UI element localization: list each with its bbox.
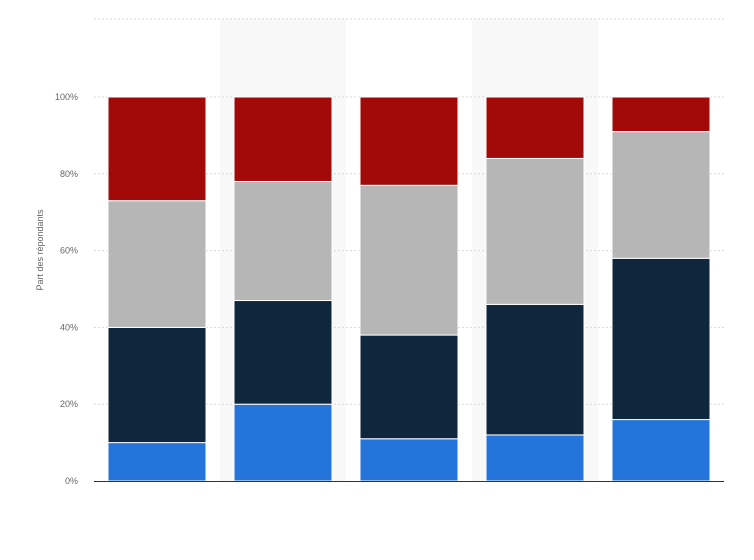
bars <box>107 96 711 482</box>
bar-segment[interactable] <box>107 326 207 444</box>
y-tick-labels: 0% 20% 40% 60% 80% 100% <box>55 92 78 486</box>
bar-segment[interactable] <box>359 334 459 440</box>
y-tick-label: 0% <box>65 476 78 486</box>
bar-segment[interactable] <box>233 403 333 482</box>
bar-segment[interactable] <box>233 300 333 405</box>
bar-segment[interactable] <box>485 157 585 305</box>
bar-segment[interactable] <box>485 303 585 436</box>
bar-segment[interactable] <box>611 96 711 133</box>
bar-segment[interactable] <box>107 96 207 202</box>
bar-segment[interactable] <box>611 419 711 482</box>
bar-segment[interactable] <box>359 96 459 186</box>
bar-segment[interactable] <box>107 200 207 328</box>
y-tick-label: 40% <box>60 322 78 332</box>
bar-segment[interactable] <box>485 434 585 482</box>
y-axis-label: Part des répondants <box>35 209 45 291</box>
bar-segment[interactable] <box>611 131 711 259</box>
bar-segment[interactable] <box>359 438 459 482</box>
bar-segment[interactable] <box>233 96 333 182</box>
y-tick-label: 100% <box>55 92 78 102</box>
y-tick-label: 60% <box>60 246 78 256</box>
y-tick-label: 20% <box>60 399 78 409</box>
bar-segment[interactable] <box>485 96 585 159</box>
y-tick-label: 80% <box>60 169 78 179</box>
bar-segment[interactable] <box>611 257 711 421</box>
bar-segment[interactable] <box>359 184 459 336</box>
bar-segment[interactable] <box>233 180 333 302</box>
bar-segment[interactable] <box>107 442 207 482</box>
